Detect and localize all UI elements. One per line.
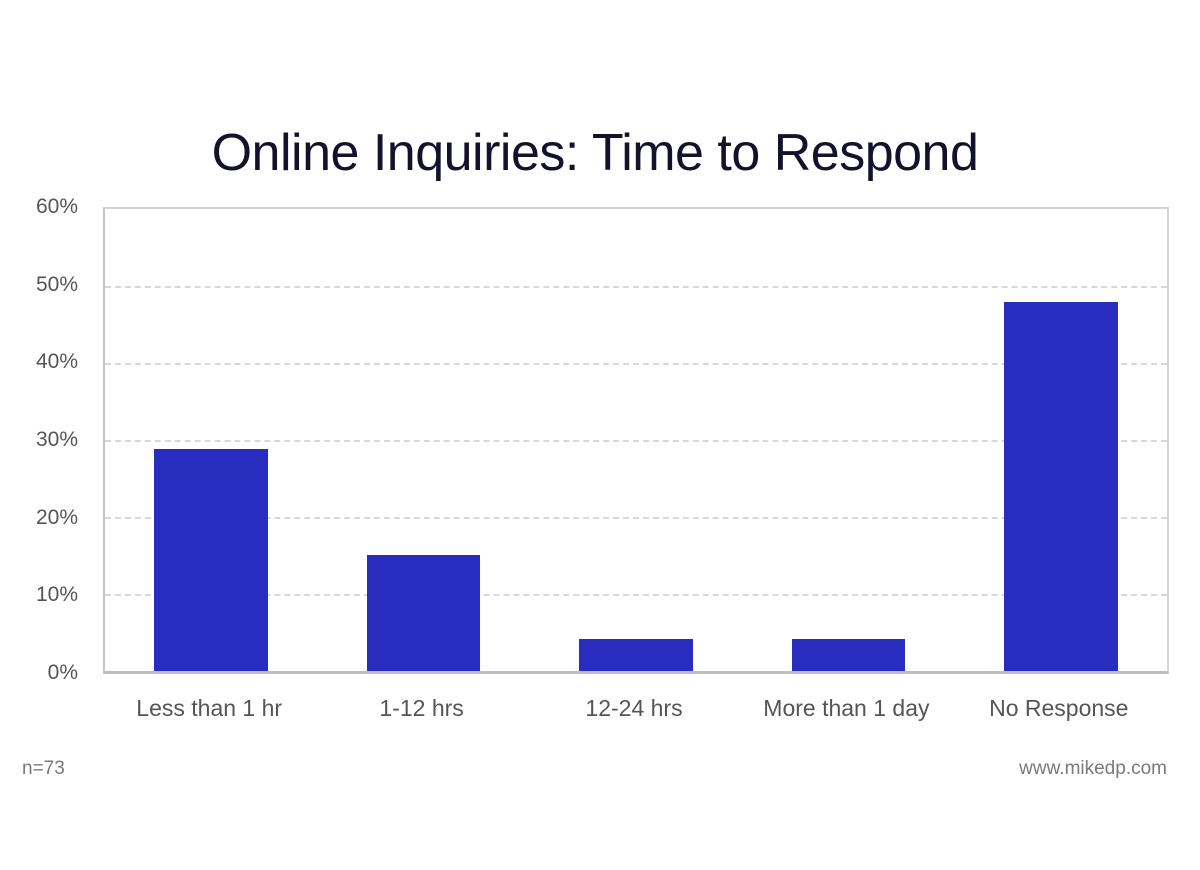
source-credit: www.mikedp.com — [1019, 758, 1167, 779]
bar — [579, 639, 693, 671]
bar — [154, 449, 268, 671]
y-tick-label: 0% — [47, 661, 78, 684]
sample-size-note: n=73 — [22, 758, 65, 779]
y-tick-label: 60% — [35, 195, 78, 218]
y-tick-label: 30% — [35, 428, 78, 451]
y-tick-label: 20% — [35, 505, 78, 529]
x-tick-label: 1-12 hrs — [379, 695, 464, 721]
gridline — [105, 363, 1167, 365]
y-tick-label: 40% — [35, 350, 78, 374]
bar — [366, 554, 481, 671]
bar — [1003, 302, 1118, 671]
gridline — [105, 440, 1167, 442]
chart-title: Online Inquiries: Time to Respond — [211, 124, 979, 182]
x-tick-label: More than 1 day — [763, 695, 930, 721]
plot-area — [103, 207, 1169, 674]
bar — [791, 639, 906, 671]
gridline — [105, 594, 1167, 596]
y-tick-label: 50% — [35, 272, 78, 296]
x-tick-label: No Response — [989, 695, 1129, 721]
gridline — [105, 286, 1167, 288]
gridline — [105, 517, 1167, 519]
y-tick-label: 10% — [35, 583, 78, 607]
x-tick-label: Less than 1 hr — [136, 695, 283, 721]
x-tick-label: 12-24 hrs — [585, 695, 683, 721]
